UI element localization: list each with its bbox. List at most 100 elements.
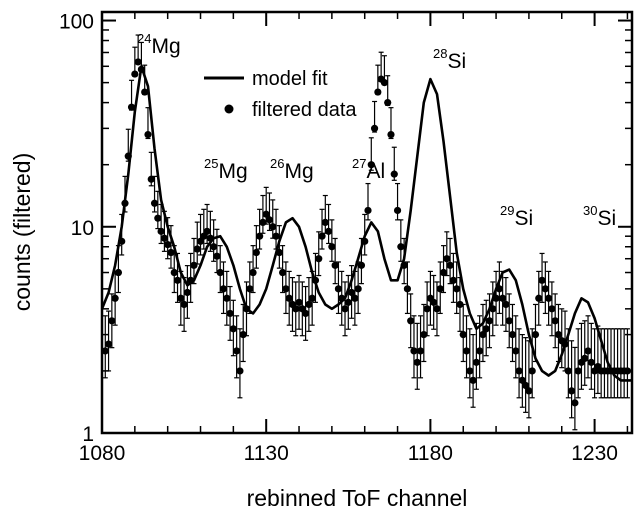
peak-label-30Si: 30Si — [583, 203, 616, 230]
data-point — [249, 268, 257, 277]
data-point — [508, 331, 517, 339]
data-point — [443, 255, 451, 263]
data-point — [561, 340, 569, 348]
data-point — [466, 367, 474, 375]
plot-border — [100, 10, 634, 435]
peak-element: Mg — [151, 35, 180, 58]
peak-mass-number: 24 — [137, 31, 151, 46]
data-point — [292, 305, 300, 313]
peak-label-29Si: 29Si — [500, 203, 533, 230]
data-point — [328, 243, 336, 251]
data-point — [219, 285, 228, 293]
data-point — [282, 285, 290, 293]
peak-label-25Mg: 25Mg — [204, 156, 248, 183]
data-point — [485, 317, 494, 325]
data-point — [295, 298, 303, 306]
data-point — [121, 199, 129, 207]
y-tick-label-10: 10 — [71, 217, 94, 240]
data-point — [439, 268, 448, 277]
data-point — [515, 367, 523, 375]
data-point — [164, 240, 172, 249]
data-point — [265, 216, 274, 224]
data-point — [420, 331, 428, 339]
plot-frame — [100, 10, 634, 435]
data-point — [101, 347, 109, 355]
peak-mass-number: 29 — [500, 203, 514, 218]
data-point — [400, 261, 408, 269]
data-point — [587, 358, 595, 366]
y-axis-ticks: 1 10 100 — [59, 11, 632, 446]
data-point — [331, 261, 339, 269]
legend-label-model-fit: model fit — [252, 68, 328, 90]
data-point — [239, 331, 247, 339]
data-point — [341, 305, 349, 313]
data-point — [403, 285, 412, 293]
data-point — [236, 367, 244, 375]
data-point — [495, 285, 503, 293]
legend: model fit filtered data — [204, 68, 357, 121]
data-point — [367, 161, 375, 169]
data-point — [127, 103, 136, 111]
x-tick-label-1080: 1080 — [79, 442, 126, 465]
data-point — [269, 223, 277, 231]
x-tick-label-1130: 1130 — [244, 442, 289, 465]
legend-dot-marker — [224, 104, 234, 114]
data-point — [535, 294, 543, 302]
data-point — [456, 300, 464, 309]
data-point — [416, 347, 425, 355]
data-point — [361, 237, 369, 245]
data-point — [525, 387, 533, 395]
data-point — [538, 276, 546, 284]
data-point — [187, 276, 195, 284]
data-point — [160, 234, 168, 242]
data-point — [489, 305, 497, 313]
data-point — [229, 325, 237, 333]
data-point — [252, 248, 260, 257]
data-point — [279, 268, 287, 277]
y-tick-label-1: 1 — [82, 423, 94, 446]
data-point — [203, 227, 211, 235]
data-point — [118, 237, 126, 245]
data-point — [413, 358, 421, 366]
data-point — [193, 245, 201, 253]
data-point — [124, 152, 132, 160]
peak-label-24Mg: 24Mg — [137, 31, 181, 58]
data-point — [246, 285, 254, 293]
data-point — [568, 387, 576, 395]
data-point — [453, 285, 461, 293]
data-point — [390, 170, 398, 178]
data-point — [462, 347, 471, 355]
data-point — [275, 248, 283, 257]
data-point — [410, 347, 418, 355]
data-point — [177, 294, 185, 302]
data-point — [157, 227, 165, 235]
data-point — [272, 232, 280, 240]
data-point — [114, 268, 123, 277]
data-point — [449, 276, 457, 284]
data-point — [551, 317, 559, 325]
data-point — [423, 305, 431, 313]
peak-label-27Al: 27Al — [352, 156, 385, 183]
x-tick-label-1230: 1230 — [571, 442, 618, 465]
data-point — [318, 232, 326, 240]
peak-mass-number: 25 — [204, 156, 218, 171]
data-point — [216, 268, 224, 277]
data-point — [482, 325, 490, 333]
data-point — [433, 305, 441, 313]
data-point — [545, 294, 553, 302]
data-point — [305, 300, 313, 309]
peak-mass-number: 27 — [352, 156, 366, 171]
data-point — [479, 331, 487, 339]
peak-element: Mg — [218, 160, 247, 183]
data-point — [173, 276, 182, 284]
peak-mass-number: 30 — [583, 203, 597, 218]
data-point — [469, 376, 477, 384]
data-point — [581, 354, 589, 363]
data-point — [354, 285, 362, 293]
data-point — [213, 252, 221, 260]
peak-element: Mg — [284, 160, 313, 183]
peak-label-28Si: 28Si — [433, 46, 466, 73]
data-point — [134, 58, 142, 66]
data-point — [147, 175, 155, 183]
data-point — [206, 234, 214, 242]
